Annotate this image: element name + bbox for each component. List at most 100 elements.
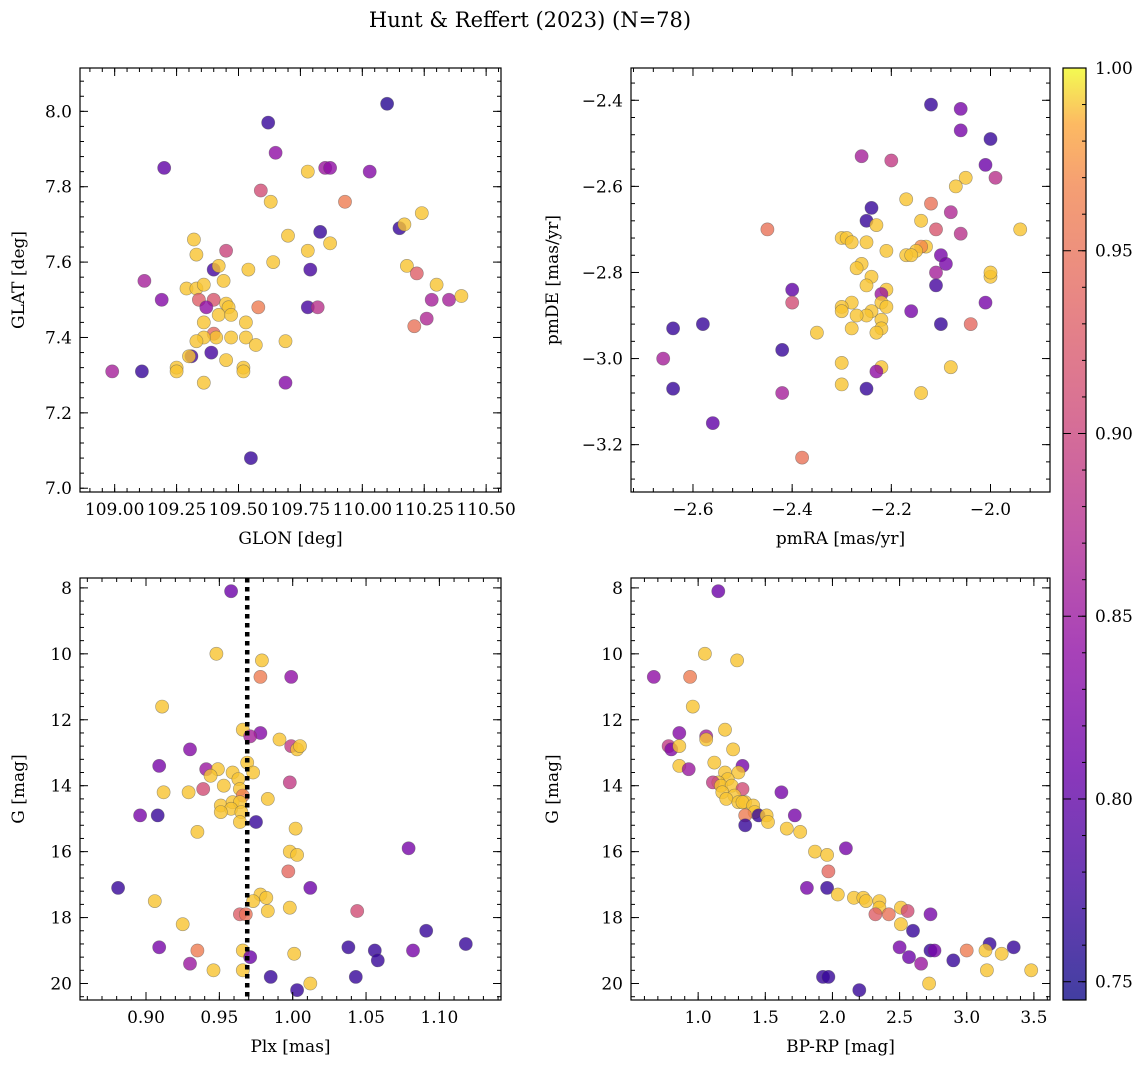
- data-point: [288, 821, 303, 836]
- ticks-pmra_pmde: [631, 68, 1051, 492]
- data-point: [879, 299, 894, 314]
- data-point: [238, 330, 253, 345]
- data-point: [775, 386, 790, 400]
- data-point: [246, 894, 260, 908]
- data-point: [978, 157, 993, 172]
- data-point: [719, 792, 734, 806]
- y-tick-label: 20: [50, 975, 72, 995]
- figure-title: Hunt & Reffert (2023) (N=78): [369, 8, 691, 32]
- data-point: [656, 351, 671, 366]
- data-point: [730, 653, 744, 668]
- x-tick-label: 110.25: [394, 500, 453, 520]
- data-point: [844, 321, 859, 336]
- x-tick-label: 110.50: [456, 500, 515, 520]
- y-tick-label: 10: [50, 645, 72, 665]
- data-point: [303, 262, 318, 277]
- x-axis-label: Plx [mas]: [250, 1037, 330, 1057]
- data-point: [830, 887, 845, 902]
- data-point: [219, 353, 233, 367]
- data-point: [442, 292, 456, 307]
- y-tick-label: 18: [50, 909, 72, 929]
- data-point: [1013, 222, 1028, 237]
- x-tick-label: 1.10: [420, 1008, 458, 1028]
- data-point: [183, 956, 197, 971]
- colorbar-frame: [1062, 67, 1087, 1001]
- ticks-glon_glat: [80, 68, 501, 492]
- data-point: [419, 311, 434, 326]
- panel-bprp_g: 1.0 1.5 2.0 2.5 3.0 3.5 8 10 12 14 16 18 20 BP-RP [ma…: [543, 577, 1051, 1057]
- data-point: [263, 970, 278, 984]
- axes-frame: [79, 577, 502, 1001]
- data-point: [399, 258, 414, 273]
- data-point: [338, 194, 352, 209]
- data-point: [156, 785, 171, 800]
- x-tick-label: 109.25: [147, 500, 206, 520]
- data-point: [293, 739, 307, 753]
- data-point: [959, 943, 974, 958]
- data-point: [323, 160, 337, 175]
- y-tick-label: 18: [601, 909, 623, 929]
- data-point: [879, 243, 894, 258]
- data-point: [254, 653, 269, 668]
- panel-pmra_pmde: −2.6 −2.4 −2.2 −2.0 −3.2 −3.0 −2.8 −2.6 −2.4 pmRA…: [543, 67, 1051, 549]
- data-point: [260, 792, 275, 806]
- x-tick-label: 0.95: [200, 1008, 238, 1028]
- data-point: [259, 890, 274, 905]
- data-point: [914, 956, 928, 971]
- data-point: [224, 584, 238, 599]
- data-point: [196, 782, 211, 796]
- y-axis-label: GLAT [deg]: [9, 231, 29, 329]
- y-tick-label: −2.4: [582, 91, 623, 111]
- data-point: [199, 300, 214, 315]
- data-point: [1006, 940, 1021, 955]
- data-point: [978, 943, 993, 958]
- data-point: [980, 963, 994, 978]
- data-point: [821, 864, 836, 879]
- data-point: [111, 881, 125, 895]
- colorbar: 0.75 0.80 0.85 0.90 0.95 1.00: [1062, 59, 1133, 1001]
- x-tick-label: −2.0: [970, 500, 1011, 520]
- data-point: [902, 950, 916, 964]
- x-tick-label: 2.5: [886, 1008, 913, 1028]
- data-point: [209, 646, 224, 661]
- data-point: [300, 164, 315, 179]
- x-tick-label: 109.00: [85, 500, 144, 520]
- axes-frame: [630, 67, 1051, 493]
- data-point: [424, 292, 439, 307]
- data-point: [303, 881, 318, 895]
- data-point: [190, 825, 205, 839]
- data-point: [899, 192, 914, 207]
- data-point: [290, 983, 304, 997]
- data-point: [859, 894, 873, 908]
- data-point: [196, 315, 211, 330]
- points-bprp_g: [646, 584, 1039, 997]
- y-axis-label: G [mag]: [543, 754, 563, 823]
- data-point: [419, 923, 434, 938]
- data-point: [268, 145, 283, 160]
- data-point: [943, 205, 958, 220]
- colorbar-tick-label: 0.80: [1095, 790, 1133, 810]
- data-point: [219, 243, 233, 258]
- data-point: [774, 785, 789, 800]
- x-tick-label: 1.5: [752, 1008, 779, 1028]
- data-point: [278, 334, 293, 349]
- y-tick-label: 7.6: [45, 253, 72, 273]
- data-point: [698, 646, 712, 661]
- data-point: [362, 164, 377, 179]
- x-tick-label: 3.0: [953, 1008, 980, 1028]
- data-point: [281, 228, 295, 243]
- data-point: [834, 355, 849, 370]
- points-plx_g: [111, 584, 473, 997]
- data-point: [761, 815, 775, 829]
- data-point: [401, 841, 416, 856]
- y-tick-label: 7.0: [45, 479, 72, 499]
- y-tick-label: 12: [601, 711, 623, 731]
- y-tick-label: 20: [601, 975, 623, 995]
- x-tick-label: 109.75: [271, 500, 330, 520]
- data-point: [924, 196, 938, 211]
- data-point: [246, 765, 260, 780]
- data-point: [646, 670, 661, 684]
- data-point: [738, 818, 753, 833]
- data-point: [785, 295, 800, 310]
